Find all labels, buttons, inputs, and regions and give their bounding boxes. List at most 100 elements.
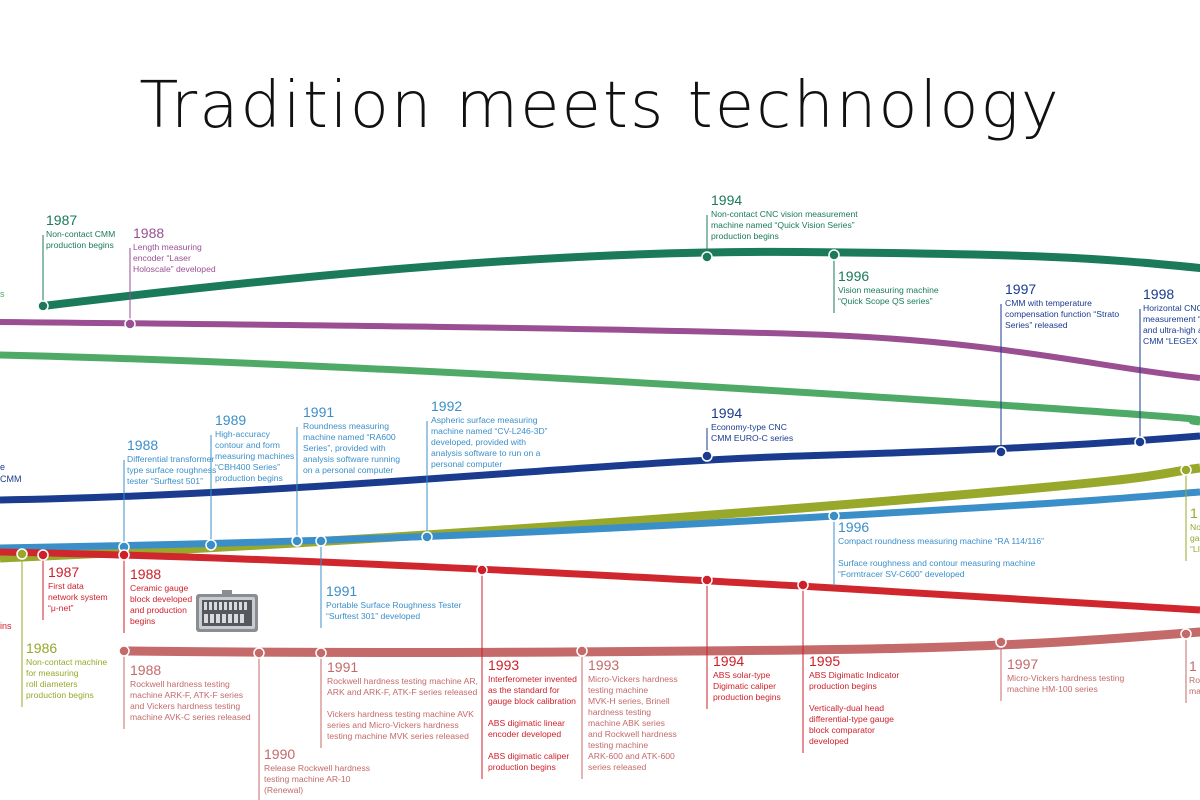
milestone-year: 1993 [588,657,619,673]
milestone-text-line: production begins [46,240,114,250]
milestone-text-line: Non-contact CMM [46,229,115,239]
milestone-text-line: Non-contact machine [26,657,107,667]
milestone-text-line: production begins [488,762,556,772]
edge-fragment-text: CMM [0,474,22,484]
milestone-text-line: Portable Surface Roughness Tester [326,600,462,610]
milestone-text-line: Roundness measuring [303,421,389,431]
milestone-text-line: Release Rockwell hardness [264,763,370,773]
milestone-text-line: production begins [713,692,781,702]
milestone-text-line: production begins [809,681,877,691]
milestone-text-line: differential-type gauge [809,714,894,724]
milestone-text-line: Economy-type CNC [711,422,787,432]
milestone-text-line: block comparator [809,725,875,735]
edge-fragments: s e CMM ins [0,289,22,631]
milestone-text-line: ABS Digimatic Indicator [809,670,899,680]
milestone-year: 1 [1189,658,1197,674]
edge-fragment-text: s [0,289,5,299]
milestone-year: 1994 [711,192,742,208]
milestone-text-line: “LI [1190,544,1200,554]
milestone-text-line: machine ABK series [588,718,665,728]
milestone-year: 1996 [838,519,869,535]
milestone-text-line: Series”, provided with [303,443,386,453]
timeline-line-rose [119,627,1200,658]
milestone-year: 1995 [809,653,840,669]
milestone-dot [315,647,327,659]
milestone-year: 1996 [838,268,869,284]
milestone-year: 1986 [26,640,57,656]
milestone-text-line: ABS solar-type [713,670,771,680]
milestone-dot [124,318,136,330]
milestone-dot [253,647,265,659]
milestone-text-line: network system [48,592,108,602]
milestone-text-line: as the standard for [488,685,560,695]
milestone-dot [701,574,713,586]
milestone-text-line: production begins [711,231,779,241]
milestone-text-line: Ro [1189,675,1200,685]
milestone-year: 1991 [303,404,334,420]
milestone-text-line: CMM “LEGEX Se [1143,336,1200,346]
milestone-text-line: encoder developed [488,729,561,739]
milestone-text-line: machine named “CV-L246-3D” [431,426,548,436]
milestone-text-line: Micro-Vickers hardness testing [1007,673,1125,683]
milestone-dot [576,645,588,657]
milestone-dot [797,579,809,591]
milestone-text-line: compensation function “Strato [1005,309,1119,319]
milestone-year: 1990 [264,746,295,762]
milestone-text-line: High-accuracy [215,429,271,439]
milestone-text-line: Non-contact CNC vision measurement [711,209,858,219]
milestone-text-line: machine HM-100 series [1007,684,1098,694]
milestone-dot [205,539,217,551]
edge-fragment-text: ins [0,621,12,631]
milestone-text-line: Vickers hardness testing machine AVK [327,709,474,719]
milestone-text-line: begins [130,616,155,626]
milestone-dot [37,300,49,312]
milestone-dot [1180,464,1192,476]
milestone-year: 1988 [130,566,161,582]
milestone-year: 1988 [133,225,164,241]
milestone-text-line: roll diameters [26,679,78,689]
milestone-dot [37,549,49,561]
milestone-text-line: personal computer [431,459,502,469]
milestone-text-line: Series” released [1005,320,1068,330]
milestone-text-line: ABS digimatic linear [488,718,565,728]
milestone-text-line: Holoscale” developed [133,264,216,274]
milestone-text-line: and Rockwell hardness [588,729,677,739]
milestone-year: 1989 [215,412,246,428]
milestone-text-line: and production [130,605,187,615]
milestone-text-line: tester “Surftest 501” [127,476,203,486]
milestone-text-line: “μ-net” [48,603,74,613]
milestone-year: 1998 [1143,286,1174,302]
milestone-text-line: Length measuring [133,242,202,252]
milestone-text-line: testing machine [588,685,648,695]
milestone-text-line: series released [588,762,646,772]
timeline-line-green [39,247,1200,310]
milestone-text-line: and Vickers hardness testing [130,701,240,711]
milestone-text-line: “Formtracer SV-C600” developed [838,569,965,579]
milestone-text-line: Vision measuring machine [838,285,939,295]
milestone-dot [995,636,1007,648]
timeline-line-red [0,548,1200,614]
milestone-year: 1991 [326,583,357,599]
milestone-dot [828,249,840,261]
milestone-text-line: measurement “M [1143,314,1200,324]
milestone-text-line: testing machine AR-10 [264,774,351,784]
milestone-year: 1992 [431,398,462,414]
milestone-dot [118,645,130,657]
milestone-dot [828,510,840,522]
milestone-text-line: testing machine MVK series released [327,731,469,741]
